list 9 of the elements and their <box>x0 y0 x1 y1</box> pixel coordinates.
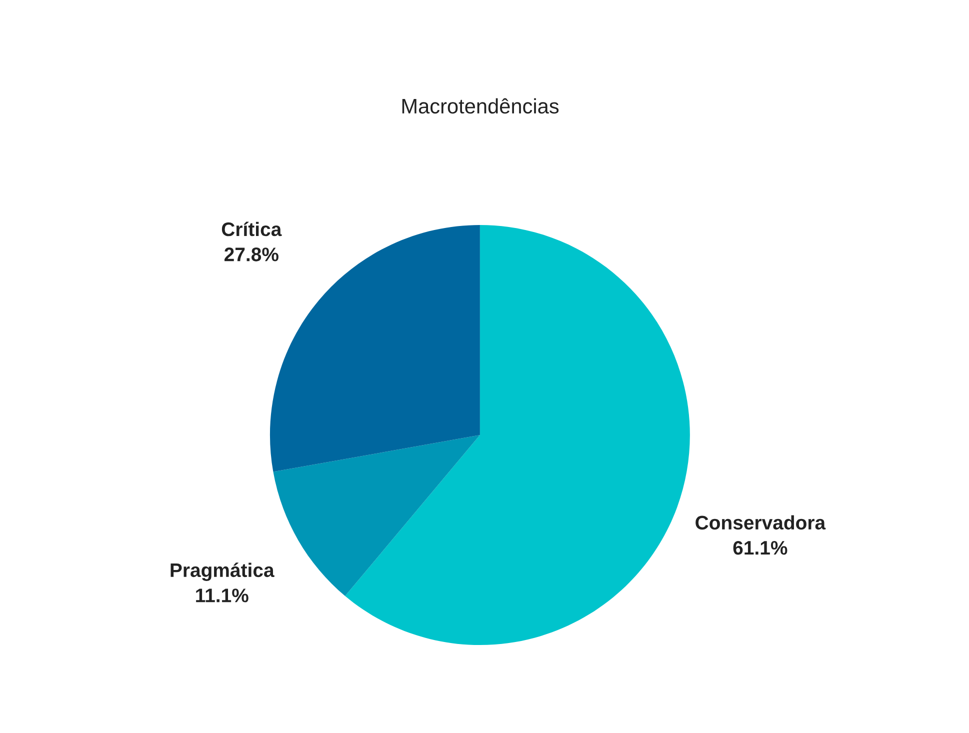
data-label: 11.1% <box>196 588 248 602</box>
data-label: 61.1% <box>733 540 788 555</box>
slice-label: Pragmática <box>170 562 274 582</box>
slice-label: Conservadora <box>696 515 826 530</box>
pie-slice <box>345 225 690 646</box>
chart-title: Macrotendências <box>402 98 559 114</box>
pie-slice <box>273 435 480 596</box>
data-label: 27.8% <box>224 248 278 262</box>
slice-label: Crítica <box>222 222 282 236</box>
